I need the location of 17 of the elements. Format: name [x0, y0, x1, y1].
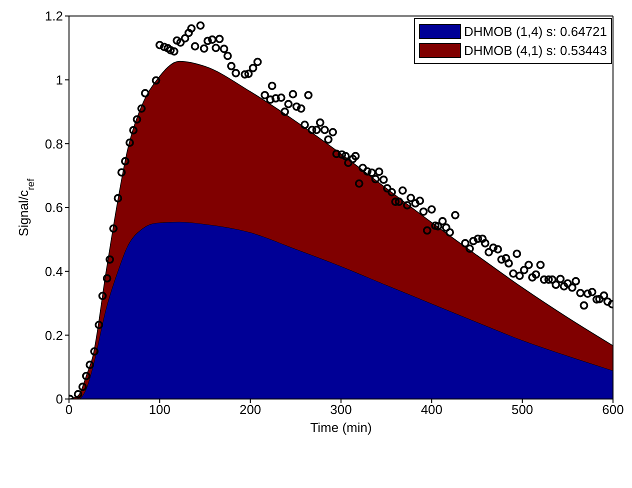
y-tick-label: 0.2 [44, 328, 63, 343]
x-tick-label: 200 [239, 402, 262, 418]
y-tick-label: 0 [56, 392, 63, 407]
x-axis-title: Time (min) [310, 420, 372, 435]
y-tick-label: 0.4 [44, 264, 63, 279]
x-tick-label: 100 [148, 402, 171, 418]
x-tick-label: 600 [602, 402, 624, 418]
x-tick-label: 500 [511, 402, 534, 418]
y-tick-label: 0.8 [44, 136, 63, 152]
y-tick-label: 1 [56, 72, 63, 88]
legend-label: DHMOB (4,1) s: 0.53443 [464, 43, 607, 58]
y-tick-label: 0.6 [44, 200, 63, 216]
x-tick-label: 300 [330, 402, 352, 418]
y-tick-label: 1.2 [44, 8, 63, 24]
legend-label: DHMOB (1,4) s: 0.64721 [464, 24, 607, 39]
x-tick-label: 0 [65, 402, 73, 418]
x-tick-label: 400 [420, 402, 443, 418]
